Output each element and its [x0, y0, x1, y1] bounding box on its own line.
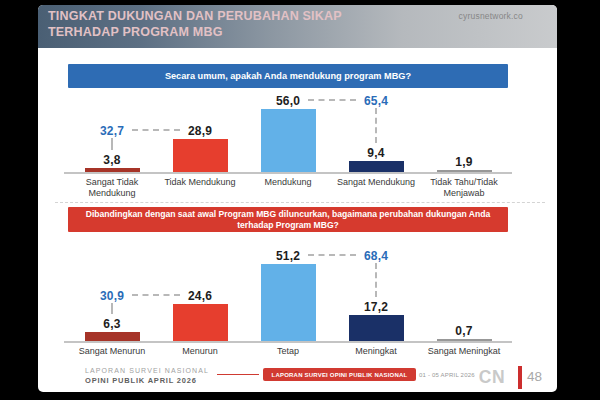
sum-connector-dashes [308, 254, 356, 256]
chart-question-header: Dibandingkan dengan saat awal Program MB… [68, 207, 508, 232]
chart-question-line: terhadap Program MBG? [237, 220, 339, 231]
axis-baseline [64, 341, 512, 343]
bar-menurun [173, 304, 228, 341]
charts-layer: Secara umum, apakah Anda mendukung progr… [0, 0, 600, 400]
bar-value-label: 51,2 [244, 249, 332, 263]
category-label: Meningkat [330, 346, 422, 357]
category-label: Sangat Menurun [66, 346, 158, 357]
change-chart: Dibandingkan dengan saat awal Program MB… [0, 0, 600, 400]
sum-connector-dashes [132, 294, 180, 296]
category-label: Menurun [154, 346, 246, 357]
sum-drop-dashes [111, 303, 113, 313]
bar-tetap [261, 264, 316, 341]
bar-meningkat [349, 315, 404, 341]
combined-value-label: 30,9 [68, 289, 156, 303]
bar-value-label: 24,6 [156, 289, 244, 303]
bar-value-label: 0,7 [420, 324, 508, 338]
bar-value-label: 6,3 [68, 317, 156, 331]
bar-sangat-menurun [85, 332, 140, 341]
chart-question-line: Dibandingkan dengan saat awal Program MB… [86, 209, 491, 220]
bar-value-label: 17,2 [332, 300, 420, 314]
sum-drop-dashes [375, 263, 377, 297]
combined-value-label: 68,4 [332, 249, 420, 263]
category-label: Tetap [242, 346, 334, 357]
category-label: Sangat Meningkat [418, 346, 510, 357]
bar-sangat-meningkat [437, 339, 492, 341]
